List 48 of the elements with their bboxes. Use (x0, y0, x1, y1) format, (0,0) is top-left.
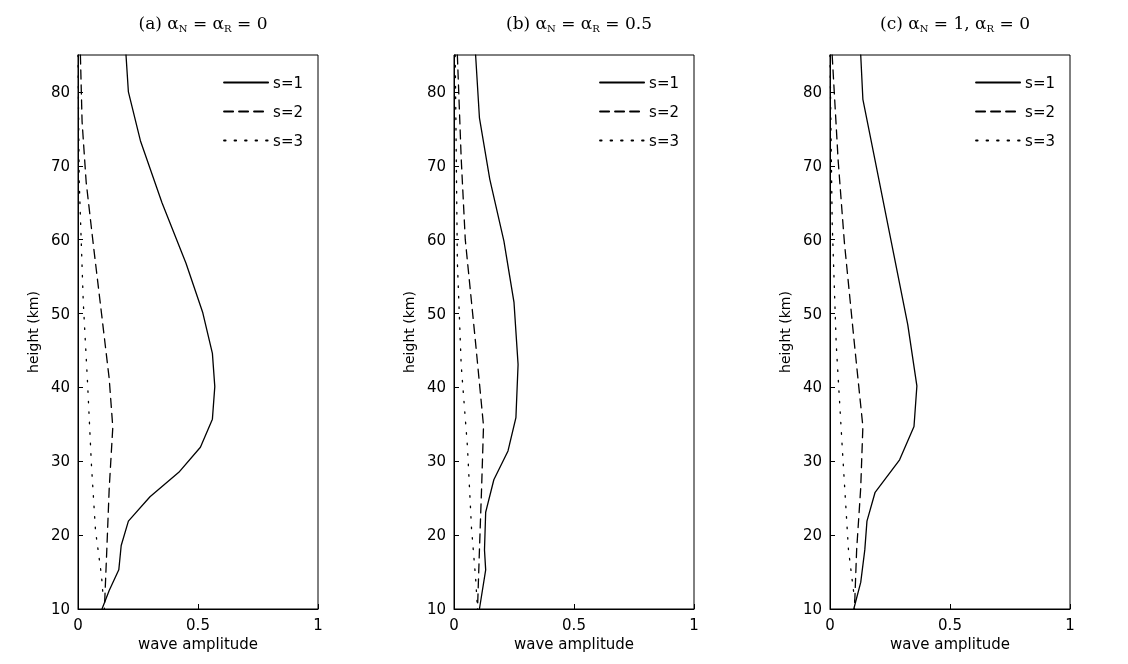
x-tick-label: 0 (825, 615, 835, 634)
y-tick-label: 10 (50, 600, 70, 618)
y-tick-label: 50 (426, 304, 446, 323)
x-tick-label: 1 (689, 615, 699, 634)
x-axis-title: wave amplitude (889, 635, 1011, 654)
y-tick-label: 40 (50, 378, 70, 397)
y-tick-label: 80 (426, 82, 446, 101)
y-tick-label: 10 (802, 600, 822, 618)
x-tick-label: 0.5 (938, 615, 962, 634)
legend-label: s=1 (1025, 73, 1056, 92)
y-tick-label: 40 (426, 378, 446, 397)
x-tick-label: 1 (1065, 615, 1075, 634)
y-tick-label: 20 (426, 526, 446, 545)
legend-label: s=2 (273, 102, 304, 121)
x-tick-label: 1 (313, 615, 323, 634)
y-axis-title: height (km) (401, 291, 418, 373)
y-tick-label: 60 (802, 230, 822, 249)
x-tick-label: 0.5 (562, 615, 586, 634)
x-tick-label: 0 (449, 615, 459, 634)
x-tick-label: 0.5 (186, 615, 210, 634)
y-axis-title: height (km) (777, 291, 794, 373)
legend-label: s=2 (649, 102, 680, 121)
y-tick-label: 80 (50, 82, 70, 101)
y-tick-label: 30 (426, 452, 446, 471)
legend-label: s=3 (649, 131, 680, 150)
x-tick-label: 0 (73, 615, 83, 634)
legend-label: s=3 (1025, 131, 1056, 150)
y-axis-title: height (km) (25, 291, 42, 373)
legend-label: s=3 (273, 131, 304, 150)
y-tick-label: 10 (426, 600, 446, 618)
y-tick-label: 30 (802, 452, 822, 471)
y-tick-label: 70 (50, 156, 70, 175)
x-axis-title: wave amplitude (137, 635, 259, 654)
y-tick-label: 40 (802, 378, 822, 397)
y-tick-label: 20 (50, 526, 70, 545)
y-tick-label: 70 (426, 156, 446, 175)
y-tick-label: 80 (802, 82, 822, 101)
y-tick-label: 20 (802, 526, 822, 545)
y-tick-label: 30 (50, 452, 70, 471)
x-axis-title: wave amplitude (513, 635, 635, 654)
y-tick-label: 50 (802, 304, 822, 323)
legend-label: s=1 (273, 73, 304, 92)
y-tick-label: 70 (802, 156, 822, 175)
legend-label: s=1 (649, 73, 680, 92)
y-tick-label: 60 (50, 230, 70, 249)
legend-label: s=2 (1025, 102, 1056, 121)
y-tick-label: 60 (426, 230, 446, 249)
y-tick-label: 50 (50, 304, 70, 323)
